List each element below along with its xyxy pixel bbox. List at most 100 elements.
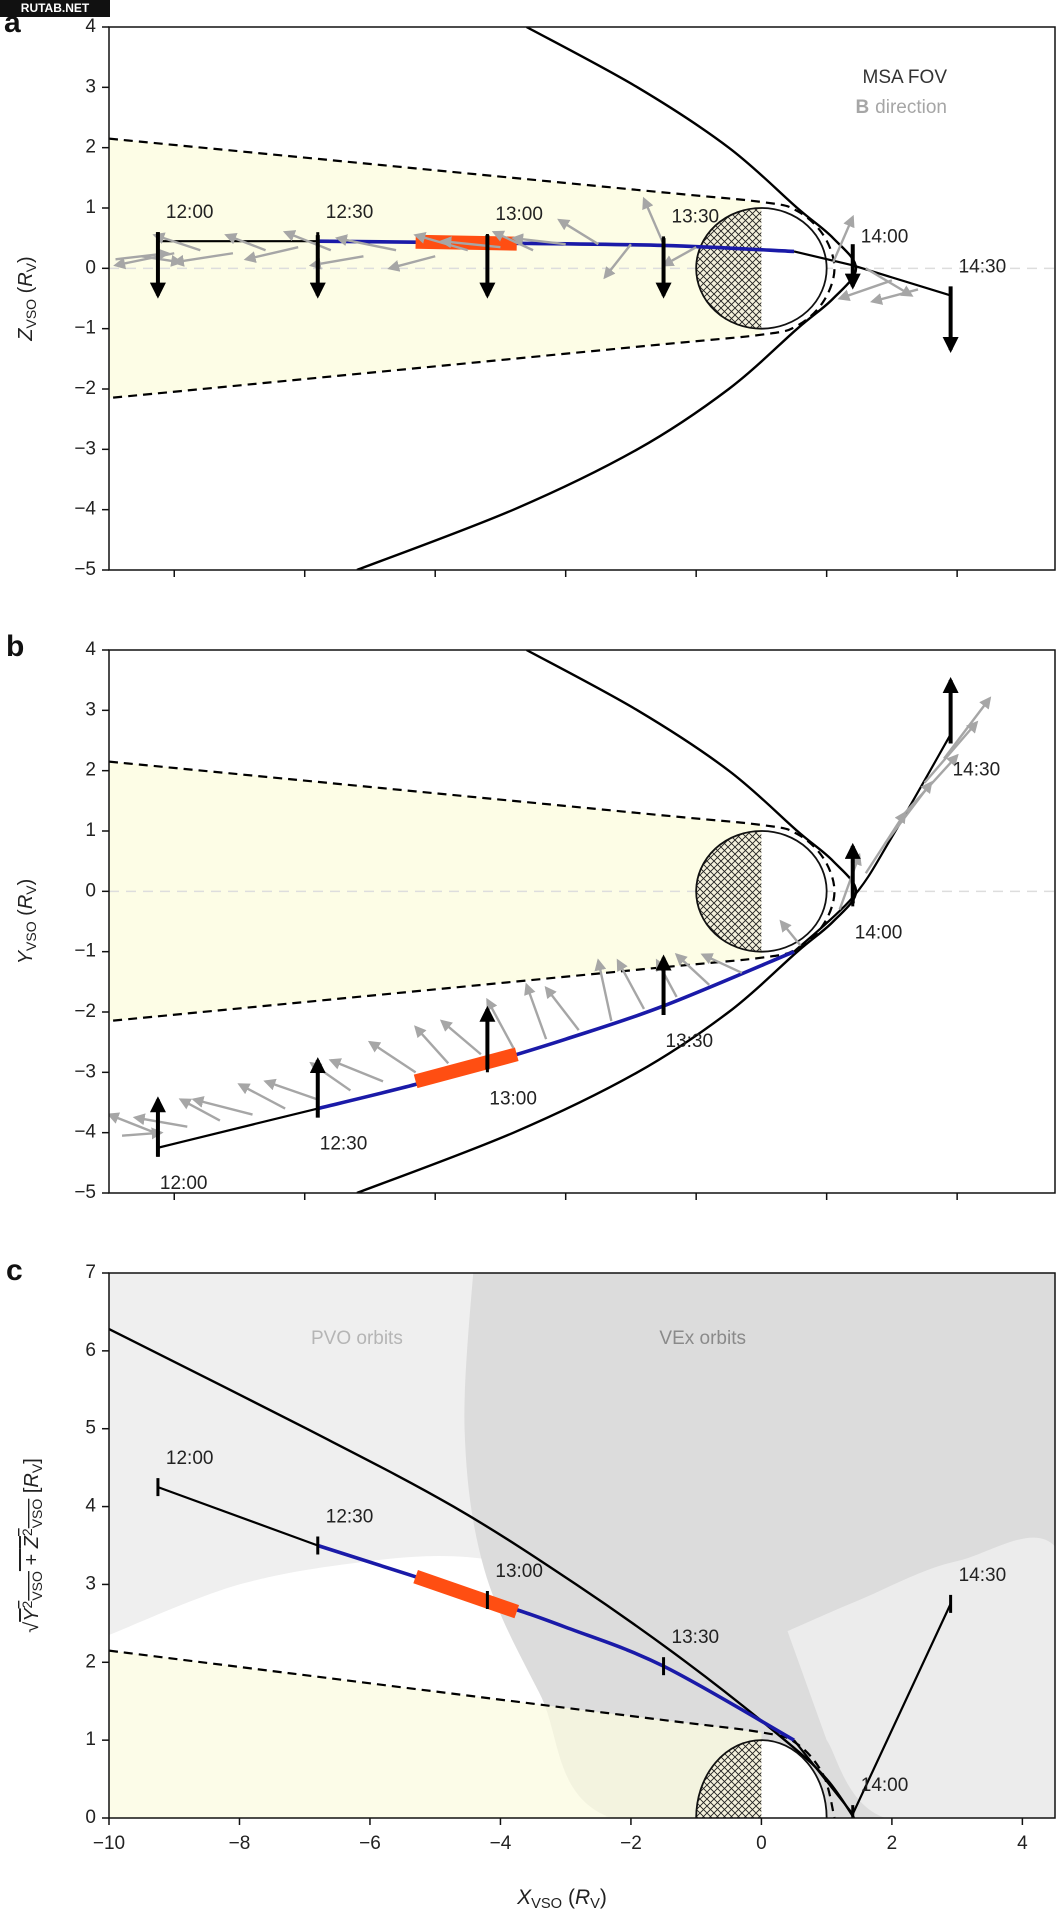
y-tick-label: −2 (74, 378, 96, 399)
label-part: 2 (19, 1528, 35, 1536)
label-part: [ (21, 1487, 43, 1499)
axes-frame (108, 26, 1056, 571)
label-part: ( (15, 909, 37, 922)
watermark-box (0, 0, 110, 17)
y-tick-label: −5 (74, 559, 96, 580)
label-part: Z (21, 1535, 43, 1549)
b-vector (700, 953, 743, 974)
b-vector (282, 230, 332, 252)
b-vector (870, 288, 919, 305)
boundary-dashed (109, 1649, 836, 1818)
label-part: VSO (23, 299, 39, 329)
label-part: VSO (29, 1571, 45, 1601)
label-part: R (575, 1886, 590, 1909)
legend-b-text: direction (875, 97, 947, 118)
y-tick-label: −1 (74, 318, 96, 339)
label-part: V (23, 885, 39, 895)
time-label: 12:00 (166, 1448, 214, 1469)
label-part: Y (21, 1607, 43, 1622)
planet-outline (695, 830, 828, 953)
time-label: 13:30 (672, 206, 720, 227)
y-tick-label: 1 (85, 197, 96, 218)
time-label: 12:00 (166, 202, 214, 223)
y-tick-label: 1 (85, 820, 96, 841)
b-vector (923, 720, 979, 784)
time-label: 13:30 (666, 1031, 714, 1052)
y-tick-label: 0 (85, 1807, 96, 1828)
time-label: 13:00 (489, 1088, 537, 1109)
time-label: 14:00 (861, 226, 909, 247)
label-part: VSO (23, 921, 39, 951)
label-part: V (29, 1463, 45, 1473)
b-vector (121, 1127, 164, 1140)
b-vector (387, 255, 436, 272)
y-tick-label: 6 (85, 1340, 96, 1361)
b-vector (603, 243, 632, 280)
y-tick-label: −5 (74, 1182, 96, 1203)
time-label: 14:30 (953, 759, 1001, 780)
time-label: 12:00 (160, 1173, 208, 1194)
y-tick-label: 4 (85, 16, 96, 37)
label-part: √ (21, 1622, 43, 1633)
y-tick-label: 0 (85, 257, 96, 278)
panel-letter: c (6, 1254, 23, 1287)
b-vector (544, 985, 580, 1031)
y-axis-label: YVSO (RV) (15, 879, 39, 965)
b-vector (904, 753, 959, 814)
b-vector (152, 232, 201, 252)
label-part: + (21, 1548, 43, 1571)
y-tick-label: 0 (85, 880, 96, 901)
label-part: R (15, 272, 37, 286)
x-tick-label: −8 (229, 1833, 251, 1854)
region-label: PVO orbits (311, 1328, 403, 1349)
legend-b-symbol: B (855, 97, 869, 118)
y-tick-label: 4 (85, 1496, 96, 1517)
time-label: 13:00 (495, 1561, 543, 1582)
plot-area (109, 27, 1055, 570)
b-vector (237, 1083, 286, 1110)
b-vector (486, 997, 515, 1049)
b-vector (367, 1040, 417, 1074)
b-vector (594, 958, 613, 1022)
b-vector (616, 958, 646, 1010)
y-tick-label: −3 (74, 1061, 96, 1082)
planet-night (696, 1740, 762, 1818)
label-part: X (516, 1886, 532, 1909)
b-vector (224, 233, 267, 252)
time-label: 14:30 (959, 1565, 1007, 1586)
b-vector (439, 1019, 482, 1056)
x-tick-label: −2 (620, 1833, 642, 1854)
b-vector (308, 255, 364, 270)
y-tick-label: −1 (74, 941, 96, 962)
y-axis-label: √Y2VSO + Z2VSO [RV] (19, 1458, 44, 1633)
x-tick-label: 0 (756, 1833, 767, 1854)
y-tick-label: 3 (85, 699, 96, 720)
label-part: R (21, 1473, 43, 1487)
b-vector (511, 233, 566, 246)
legend-fov: MSA FOV (863, 67, 948, 88)
label-part: Z (15, 328, 37, 342)
b-vector (178, 1098, 221, 1122)
b-vector (661, 246, 697, 267)
curve (157, 1107, 319, 1149)
y-tick-label: −3 (74, 438, 96, 459)
x-tick-label: 2 (887, 1833, 898, 1854)
b-vector (779, 919, 802, 947)
b-vector (132, 1113, 188, 1128)
pvo-right (787, 1537, 1055, 1818)
b-vector (191, 1096, 253, 1116)
label-part: VSO (29, 1499, 45, 1529)
label-part: Y (15, 949, 37, 964)
watermark: RUTAB.NET (21, 1, 90, 15)
y-tick-label: 2 (85, 1651, 96, 1672)
fov-fill (109, 1650, 762, 1818)
axes-frame (108, 1272, 1056, 1819)
label-part: ) (15, 879, 37, 886)
time-label: 12:30 (326, 1507, 374, 1528)
y-tick-label: 2 (85, 760, 96, 781)
b-vector (557, 218, 599, 246)
b-vector (243, 246, 299, 263)
label-part: R (15, 895, 37, 909)
